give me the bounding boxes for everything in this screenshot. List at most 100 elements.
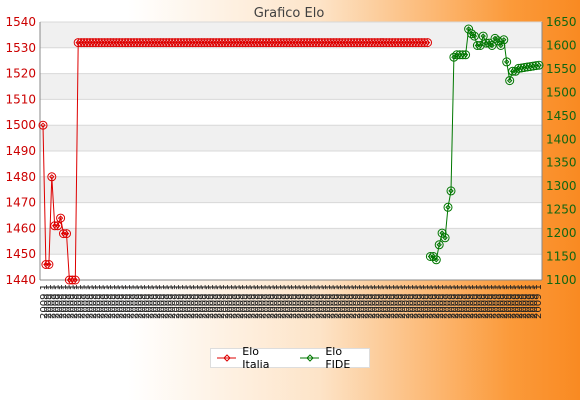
x-tick-label: 2009 1 xyxy=(114,284,125,319)
data-point xyxy=(484,38,494,48)
data-marker xyxy=(46,261,52,268)
grid-band xyxy=(40,176,542,203)
right-tick-label: 1550 xyxy=(546,62,577,76)
x-tick-label: 2009 1 xyxy=(514,284,525,319)
x-tick-label: 2009 1 xyxy=(427,284,438,319)
data-marker xyxy=(512,68,519,75)
data-point xyxy=(41,260,51,269)
data-point xyxy=(493,36,503,46)
right-tick-label: 1100 xyxy=(546,273,577,287)
x-tick-label: 2009 1 xyxy=(160,284,171,319)
left-tick-label: 1440 xyxy=(5,273,36,287)
x-tick-label: 2009 1 xyxy=(47,284,58,319)
x-tick-label: 2009 1 xyxy=(133,284,144,319)
data-point xyxy=(440,233,450,243)
data-marker xyxy=(448,188,454,194)
x-tick-label: 2009 1 xyxy=(50,284,61,319)
legend-item-elo-italia: Elo Italia xyxy=(217,345,288,371)
x-tick-label: 2009 1 xyxy=(507,284,518,319)
x-tick-label: 2009 1 xyxy=(190,284,201,319)
x-tick-label: 2009 1 xyxy=(401,284,412,319)
x-tick-label: 2009 1 xyxy=(197,284,208,319)
legend: Elo Italia Elo FIDE xyxy=(210,345,370,371)
x-tick-label: 2009 1 xyxy=(88,284,99,319)
series-elo-fide xyxy=(425,24,544,265)
x-tick-label: 2009 1 xyxy=(529,284,540,319)
x-tick-label: 2009 1 xyxy=(307,284,318,319)
x-tick-label: 2009 1 xyxy=(254,284,265,319)
data-marker xyxy=(492,35,498,42)
data-marker xyxy=(40,122,46,128)
data-point xyxy=(50,221,60,231)
x-tick-label: 2009 1 xyxy=(382,284,393,319)
data-point xyxy=(443,202,453,212)
data-point xyxy=(534,60,544,70)
right-tick-label: 1350 xyxy=(546,156,577,170)
x-tick-label: 2009 1 xyxy=(145,284,156,319)
x-tick-label: 2009 1 xyxy=(288,284,299,319)
data-point xyxy=(481,38,491,48)
x-tick-label: 2009 1 xyxy=(92,284,103,319)
left-tick-label: 1450 xyxy=(5,247,36,261)
x-tick-label: 2009 1 xyxy=(397,284,408,319)
data-marker xyxy=(489,42,495,49)
x-tick-label: 2009 1 xyxy=(65,284,76,319)
x-tick-label: 2009 1 xyxy=(141,284,152,319)
x-tick-label: 2009 1 xyxy=(77,284,88,319)
x-tick-label: 2009 1 xyxy=(314,284,325,319)
data-point xyxy=(44,260,54,269)
data-point xyxy=(53,221,63,231)
x-tick-label: 2009 1 xyxy=(54,284,65,319)
x-tick-label: 2009 1 xyxy=(73,284,84,319)
data-marker xyxy=(506,77,513,84)
left-tick-label: 1500 xyxy=(5,118,36,132)
x-tick-label: 2009 1 xyxy=(246,284,257,319)
left-axis-ticks: 1440 1450 1460 1470 1480 1490 1500 1510 1520 1530… xyxy=(5,15,36,287)
data-point xyxy=(437,228,447,238)
x-tick-label: 2009 1 xyxy=(205,284,216,319)
right-tick-label: 1400 xyxy=(546,132,577,146)
x-tick-label: 2009 1 xyxy=(111,284,122,319)
x-tick-label: 2009 1 xyxy=(318,284,329,319)
legend-item-elo-fide: Elo FIDE xyxy=(300,345,369,371)
x-tick-label: 2009 1 xyxy=(458,284,469,319)
x-tick-label: 2009 1 xyxy=(311,284,322,319)
x-tick-label: 2009 1 xyxy=(126,284,137,319)
x-tick-label: 2009 1 xyxy=(299,284,310,319)
x-tick-label: 2009 1 xyxy=(96,284,107,319)
right-tick-label: 1600 xyxy=(546,38,577,52)
data-point xyxy=(434,240,444,250)
x-tick-label: 2009 1 xyxy=(375,284,386,319)
right-tick-label: 1200 xyxy=(546,226,577,240)
data-marker xyxy=(63,230,70,237)
data-point xyxy=(499,35,509,45)
right-tick-label: 1150 xyxy=(546,250,577,264)
x-tick-label: 2009 1 xyxy=(341,284,352,319)
data-point xyxy=(464,24,474,34)
x-tick-label: 2009 1 xyxy=(348,284,359,319)
x-tick-label: 2009 1 xyxy=(405,284,416,319)
right-tick-label: 1450 xyxy=(546,109,577,123)
right-tick-label: 1250 xyxy=(546,203,577,217)
x-tick-label: 2009 1 xyxy=(148,284,159,319)
data-point xyxy=(467,29,476,39)
x-tick-label: 2009 1 xyxy=(360,284,371,319)
data-marker xyxy=(424,39,431,46)
data-marker xyxy=(72,277,79,283)
x-tick-label: 2009 1 xyxy=(265,284,276,319)
left-tick-label: 1540 xyxy=(5,15,36,29)
grid-band xyxy=(40,125,542,151)
x-tick-label: 2009 1 xyxy=(431,284,442,319)
data-point xyxy=(496,41,506,50)
x-tick-label: 2009 1 xyxy=(122,284,133,319)
x-tick-label: 2009 1 xyxy=(69,284,80,319)
x-tick-label: 2009 1 xyxy=(390,284,401,319)
x-tick-label: 2009 1 xyxy=(228,284,239,319)
grid-band xyxy=(40,228,542,255)
left-tick-label: 1470 xyxy=(5,196,36,210)
x-tick-label: 2009 1 xyxy=(262,284,273,319)
data-point xyxy=(70,275,80,285)
grid-band xyxy=(40,73,542,100)
x-tick-label: 2009 1 xyxy=(213,284,224,319)
x-tick-label: 2009 1 xyxy=(465,284,476,319)
